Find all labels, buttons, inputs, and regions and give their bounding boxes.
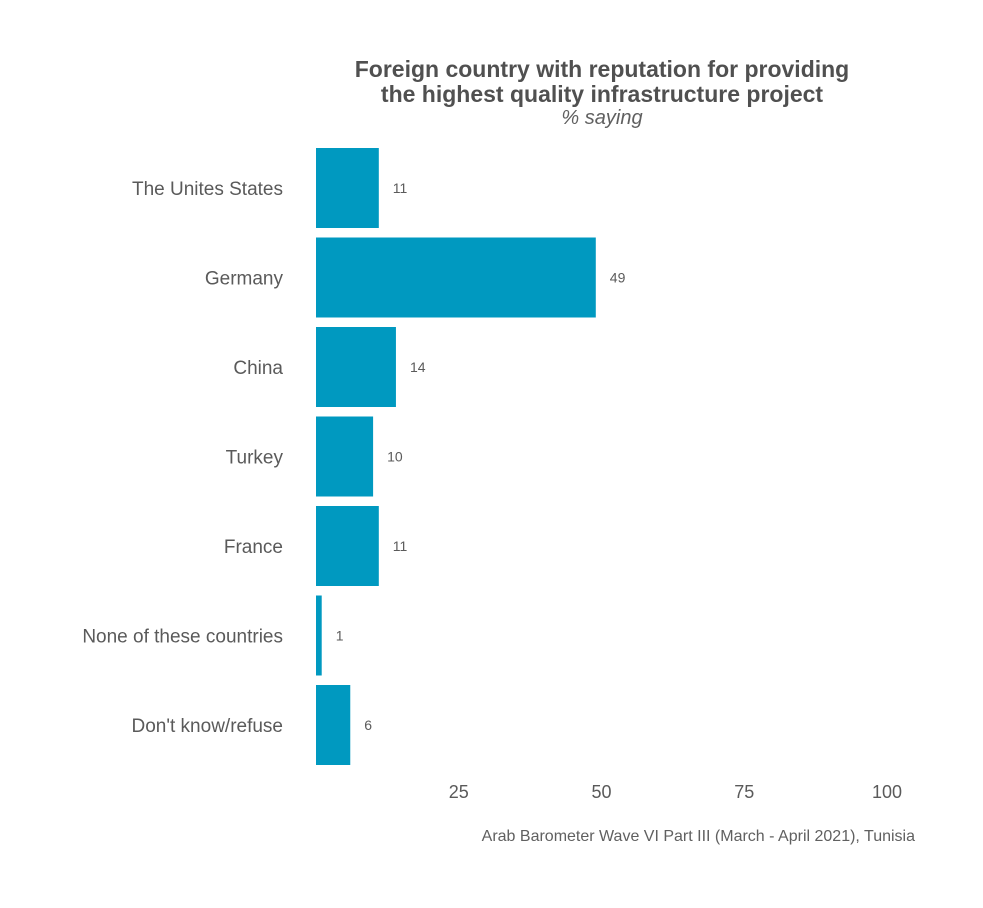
value-label-1: 49 [610,270,626,286]
value-label-2: 14 [410,359,426,375]
bar-6 [316,685,351,765]
x-tick-label-3: 100 [872,782,902,802]
x-tick-label-2: 75 [734,782,754,802]
bar-1 [316,237,596,318]
value-label-5: 1 [336,628,344,644]
chart-caption: Arab Barometer Wave VI Part III (March -… [481,828,915,845]
x-tick-label-0: 25 [449,782,469,802]
category-label-5: None of these countries [82,627,283,648]
category-label-2: China [233,358,283,379]
value-label-4: 11 [393,538,408,554]
category-label-0: The Unites States [132,179,283,200]
value-label-0: 11 [393,180,408,196]
chart-title-line-1: Foreign country with reputation for prov… [354,56,850,82]
category-label-4: France [224,537,283,558]
bar-0 [316,148,379,228]
category-label-6: Don't know/refuse [132,716,283,737]
x-tick-label-1: 50 [591,782,611,802]
category-label-1: Germany [205,269,284,290]
chart-title-line-2: the highest quality infrastructure proje… [380,81,824,107]
chart-subtitle: % saying [561,107,643,129]
category-label-3: Turkey [226,448,284,469]
bar-3 [316,416,374,497]
bar-4 [316,506,379,586]
bar-2 [316,327,396,407]
value-label-6: 6 [364,717,372,733]
value-label-3: 10 [387,449,403,465]
bar-5 [316,595,322,676]
